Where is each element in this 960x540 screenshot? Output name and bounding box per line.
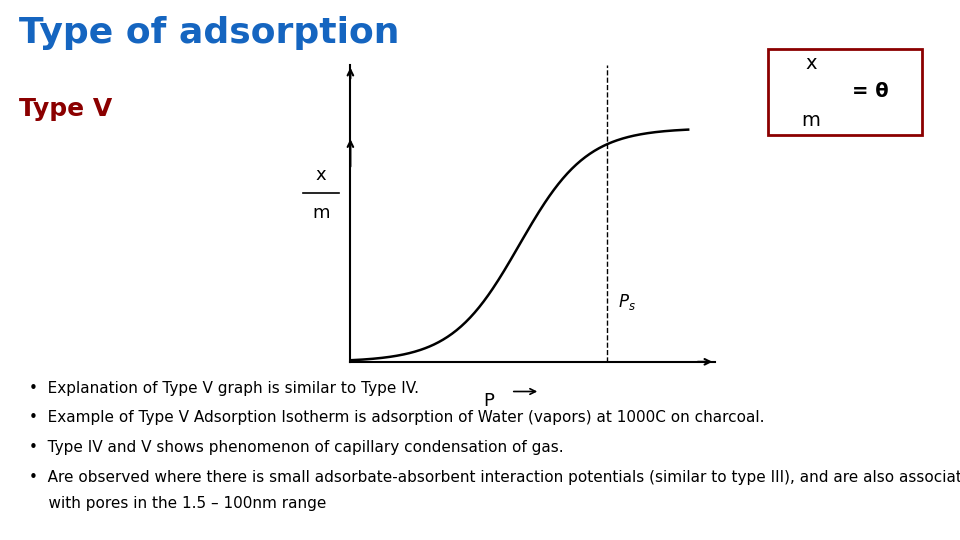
Text: •  Explanation of Type V graph is similar to Type IV.: • Explanation of Type V graph is similar… (29, 381, 419, 396)
Text: x: x (805, 54, 817, 73)
Text: Type of adsorption: Type of adsorption (19, 16, 399, 50)
Text: = θ: = θ (852, 82, 889, 102)
Text: x: x (316, 166, 326, 184)
Text: m: m (312, 204, 330, 222)
Text: P: P (484, 392, 494, 409)
Text: •  Are observed where there is small adsorbate-absorbent interaction potentials : • Are observed where there is small adso… (29, 470, 960, 485)
Text: with pores in the 1.5 – 100nm range: with pores in the 1.5 – 100nm range (29, 496, 326, 511)
Text: $P_s$: $P_s$ (618, 292, 636, 313)
Text: m: m (802, 111, 821, 130)
Text: •  Example of Type V Adsorption Isotherm is adsorption of Water (vapors) at 1000: • Example of Type V Adsorption Isotherm … (29, 410, 764, 426)
Text: •  Type IV and V shows phenomenon of capillary condensation of gas.: • Type IV and V shows phenomenon of capi… (29, 440, 564, 455)
Text: Type V: Type V (19, 97, 112, 121)
